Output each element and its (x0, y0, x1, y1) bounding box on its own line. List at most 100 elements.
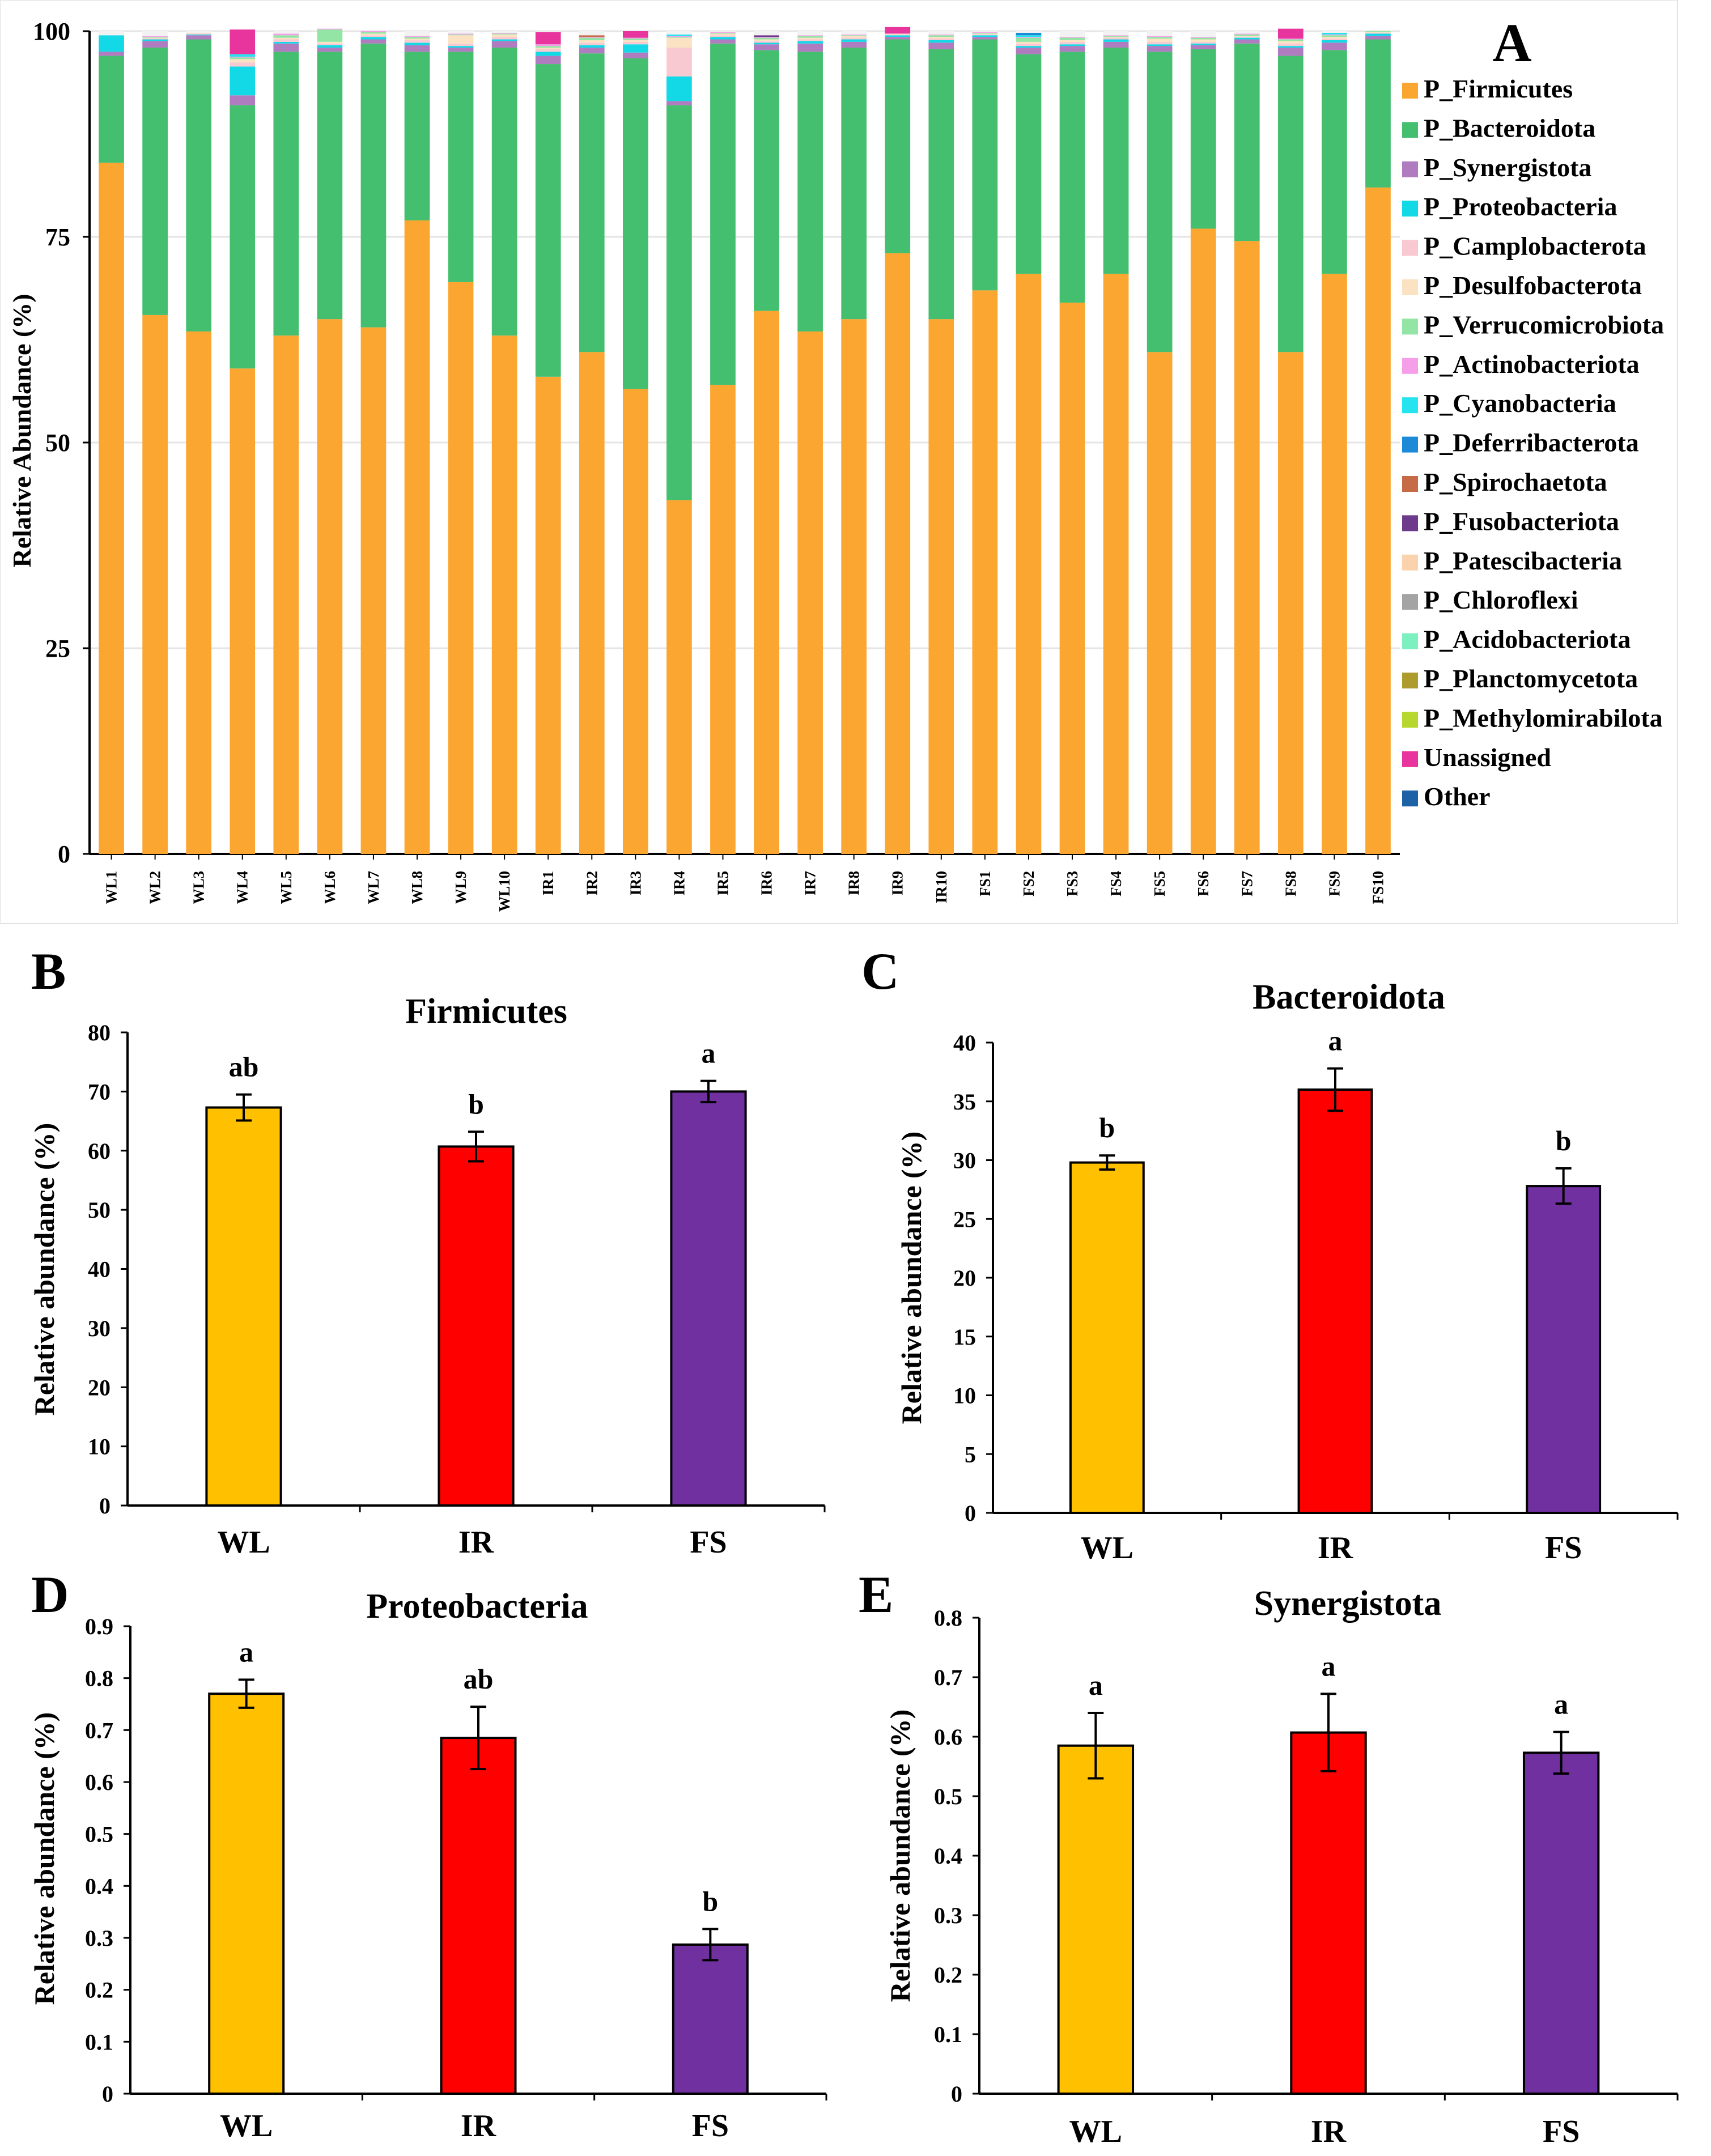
bar-segment-fs2-desulfobacterota (1016, 41, 1042, 44)
bar-segment-ir6-fusobacteriota (754, 35, 779, 37)
panel-d-significance-letter-ir: ab (464, 1663, 494, 1695)
bar-segment-fs10-firmicutes (1365, 187, 1391, 854)
panel-a-x-tick-label: WL5 (278, 871, 295, 904)
panel-b-x-tick-label-wl: WL (217, 1525, 270, 1560)
bar-segment-fs9-other (1322, 31, 1347, 33)
bar-segment-wl9-desulfobacterota (448, 35, 474, 44)
panel-a-x-tick-label: WL1 (103, 871, 120, 904)
bar-segment-wl1-proteobacteria (99, 35, 124, 52)
panel-e-significance-letter-ir: a (1322, 1650, 1336, 1682)
panel-d-y-tick-label: 0.3 (85, 1925, 113, 1951)
bar-segment-ir1-synergistota (535, 56, 561, 65)
bar-segment-ir3-proteobacteria (622, 44, 648, 53)
panel-d-x-tick-label-ir: IR (461, 2108, 496, 2144)
bar-segment-wl5-verrucomicrobiota (273, 35, 299, 38)
panel-e-y-tick-label: 0 (951, 2081, 962, 2107)
legend-label-deferribacterota: P_Deferribacterota (1424, 428, 1639, 457)
panel-c-y-tick-label: 5 (965, 1441, 976, 1467)
bar-segment-ir8-desulfobacterota (841, 36, 867, 38)
bar-segment-fs5-desulfobacterota (1147, 39, 1173, 42)
panel-d-y-tick-label: 0 (102, 2081, 113, 2107)
bar-segment-wl6-desulfobacterota (317, 41, 343, 44)
bar-segment-fs9-camplobacterota (1322, 39, 1347, 40)
panel-d-y-tick-label: 0.7 (85, 1717, 113, 1743)
bar-segment-ir6-proteobacteria (754, 42, 779, 45)
panel-c-significance-letter-ir: a (1328, 1025, 1343, 1057)
panel-d-y-tick-label: 0.1 (85, 2029, 113, 2055)
bar-segment-fs10-bacteroidota (1365, 39, 1391, 188)
bar-segment-ir5-desulfobacterota (710, 33, 736, 36)
panel-a-y-tick-label: 0 (58, 840, 70, 868)
bar-segment-ir6-verrucomicrobiota (754, 37, 779, 40)
legend-label-actinobacteriota: P_Actinobacteriota (1424, 350, 1640, 379)
panel-d-y-tick-label: 0.9 (85, 1614, 113, 1639)
bar-segment-wl4-firmicutes (230, 368, 256, 854)
bar-segment-fs1-proteobacteria (972, 35, 998, 37)
panel-e-y-tick-label: 0.2 (934, 1962, 962, 1988)
legend-label-bacteroidota: P_Bacteroidota (1424, 113, 1595, 142)
bar-segment-fs5-proteobacteria (1147, 44, 1173, 46)
bar-segment-wl5-proteobacteria (273, 41, 299, 44)
bar-segment-wl6-camplobacterota (317, 43, 343, 45)
panel-d-title: Proteobacteria (366, 1587, 588, 1626)
bar-segment-wl5-firmicutes (273, 335, 299, 854)
bar-segment-wl8-desulfobacterota (404, 39, 430, 40)
panel-b-bar-wl (205, 1106, 282, 1507)
bar-segment-fs5-actinobacteriota (1147, 36, 1173, 37)
panel-d-y-tick-label: 0.2 (85, 1978, 113, 2003)
bar-segment-wl7-synergistota (360, 39, 387, 44)
bar-segment-ir6-camplobacterota (754, 41, 779, 43)
bar-segment-fs7-verrucomicrobiota (1234, 34, 1260, 36)
bar-segment-wl9-actinobacteriota (448, 33, 474, 35)
bar-segment-wl3-bacteroidota (186, 39, 212, 331)
bar-segment-wl1-synergistota (99, 52, 124, 56)
bar-segment-wl4-desulfobacterota (230, 59, 256, 63)
bar-segment-wl4-proteobacteria (230, 66, 256, 96)
legend-swatch-firmicutes (1402, 83, 1418, 99)
bar-segment-ir1-firmicutes (535, 376, 561, 854)
bar-segment-ir3-bacteroidota (622, 58, 648, 389)
panel-a-gridlines (90, 30, 1400, 649)
panel-a-x-tick-label: WL4 (234, 871, 251, 904)
legend-swatch-other (1402, 790, 1418, 807)
bar-segment-wl10-desulfobacterota (491, 34, 517, 37)
bar-segment-ir9-unassigned (885, 27, 911, 34)
bar-segment-fs6-desulfobacterota (1190, 39, 1216, 42)
bar-segment-fs2-other (1016, 31, 1042, 33)
legend-label-planctomycetota: P_Planctomycetota (1424, 664, 1638, 693)
panel-b-y-tick-label: 70 (88, 1079, 111, 1104)
bar-segment-ir7-desulfobacterota (797, 37, 823, 40)
bar-segment-fs6-bacteroidota (1190, 49, 1216, 229)
panel-a-x-tick-label: IR10 (933, 871, 950, 903)
bar-segment-ir9-firmicutes (885, 253, 911, 854)
bar-segment-fs10-verrucomicrobiota (1365, 31, 1391, 32)
panel-b-y-tick-label: 80 (88, 1020, 111, 1045)
bar-segment-fs3-proteobacteria (1059, 44, 1085, 46)
bar-segment-wl2-proteobacteria (142, 39, 168, 41)
bar-segment-fs8-camplobacterota (1277, 43, 1304, 46)
legend-swatch-deferribacterota (1402, 436, 1418, 453)
panel-e-y-tick-label: 0.3 (934, 1903, 962, 1928)
bar-segment-fs6-camplobacterota (1190, 41, 1216, 44)
bar-segment-fs3-desulfobacterota (1059, 40, 1085, 42)
panel-e-y-tick-label: 0.4 (934, 1843, 962, 1869)
bar-segment-fs4-firmicutes (1103, 274, 1129, 854)
bar-segment-fs7-desulfobacterota (1234, 36, 1260, 37)
bar-segment-ir10-camplobacterota (928, 39, 954, 40)
panel-a-x-tick-label: FS2 (1020, 871, 1037, 896)
bar-segment-fs4-actinobacteriota (1103, 35, 1129, 36)
panel-a-x-tick-label: WL10 (496, 871, 513, 912)
panel-c-y-tick-label: 10 (953, 1383, 976, 1409)
bar-segment-fs4-bacteroidota (1103, 48, 1129, 274)
bar-segment-wl3-other (186, 31, 212, 33)
legend-label-camplobacterota: P_Camplobacterota (1424, 232, 1646, 261)
panel-a-x-tick-labels: WL1 WL2 WL3 WL4 WL5 WL6 WL7 WL8 WL9 WL10 IR1 IR2 IR3… (103, 871, 1387, 912)
panel-d-bar-ir (440, 1737, 517, 2095)
bar-segment-fs5-camplobacterota (1147, 41, 1173, 45)
panel-a-x-tick-label: IR2 (583, 871, 600, 896)
bar-segment-ir4-proteobacteria (666, 76, 692, 101)
panel-a-y-tick-label: 25 (45, 635, 70, 662)
panel-a-x-tick-label: WL7 (365, 871, 382, 904)
